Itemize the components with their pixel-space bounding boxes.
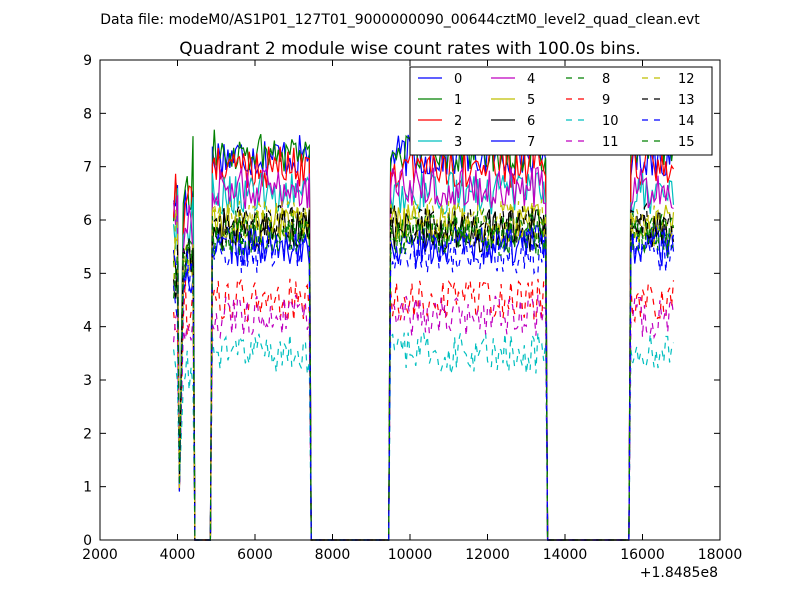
- legend-label-0: 0: [454, 72, 462, 87]
- legend-label-2: 2: [454, 114, 462, 129]
- legend-label-7: 7: [527, 135, 535, 150]
- legend-label-15: 15: [678, 135, 695, 150]
- series-line-3: [173, 170, 675, 541]
- series-line-7: [173, 224, 675, 541]
- x-tick-label: 6000: [237, 547, 273, 563]
- series-line-6: [173, 209, 674, 541]
- y-tick-label: 8: [83, 106, 92, 122]
- y-tick-label: 0: [83, 533, 92, 549]
- x-offset-label: +1.8485e8: [640, 565, 718, 581]
- legend-label-5: 5: [527, 93, 535, 108]
- legend-label-4: 4: [527, 72, 535, 87]
- y-tick-label: 7: [83, 160, 92, 176]
- series-line-2: [173, 143, 675, 541]
- x-tick-label: 12000: [465, 547, 510, 563]
- y-tick-label: 6: [83, 213, 92, 229]
- legend-label-12: 12: [678, 72, 695, 87]
- legend-box: [409, 66, 713, 156]
- series-line-9: [173, 276, 675, 541]
- x-tick-label: 8000: [315, 547, 351, 563]
- y-tick-label: 5: [83, 266, 92, 282]
- x-tick-label: 18000: [698, 547, 743, 563]
- legend-label-13: 13: [678, 93, 695, 108]
- series-line-4: [173, 166, 674, 541]
- legend-label-14: 14: [678, 114, 695, 129]
- x-tick-label: 10000: [388, 547, 433, 563]
- series-line-10: [173, 331, 675, 541]
- x-tick-label: 4000: [160, 547, 196, 563]
- legend-label-9: 9: [602, 93, 610, 108]
- x-tick-label: 2000: [82, 547, 118, 563]
- series-line-8: [173, 207, 675, 541]
- ticks-layer: 2000 4000 6000 8000 10000 12000 14000 16000 1800…: [82, 53, 742, 563]
- series-layer: [173, 128, 675, 541]
- y-tick-label: 1: [83, 480, 92, 496]
- series-line-0: [173, 134, 675, 541]
- legend-label-1: 1: [454, 93, 462, 108]
- legend-label-10: 10: [602, 114, 619, 129]
- x-tick-label: 16000: [620, 547, 665, 563]
- x-tick-label: 14000: [543, 547, 588, 563]
- series-line-14: [173, 230, 675, 541]
- y-tick-label: 3: [83, 373, 92, 389]
- legend-label-6: 6: [527, 114, 535, 129]
- legend-label-11: 11: [602, 135, 619, 150]
- series-line-11: [173, 294, 675, 541]
- data-file-caption: Data file: modeM0/AS1P01_127T01_90000000…: [100, 12, 700, 28]
- legend-label-3: 3: [454, 135, 462, 150]
- series-line-15: [173, 213, 675, 541]
- legend-label-8: 8: [602, 72, 610, 87]
- y-tick-label: 4: [83, 320, 92, 336]
- y-tick-label: 2: [83, 426, 92, 442]
- chart-title: Quadrant 2 module wise count rates with …: [179, 39, 640, 59]
- y-tick-label: 9: [83, 53, 92, 69]
